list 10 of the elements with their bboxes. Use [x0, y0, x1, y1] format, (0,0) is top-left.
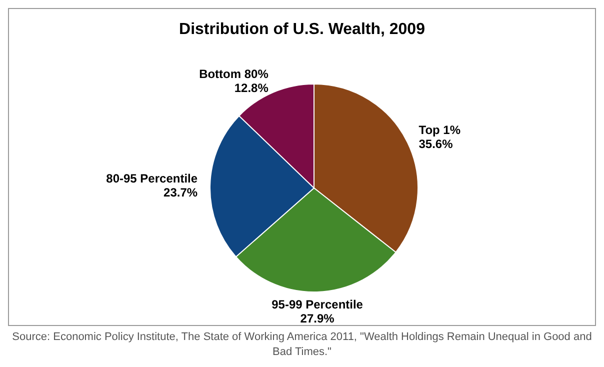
slice-label: Top 1% — [418, 123, 461, 138]
slice-label: Bottom 80% — [199, 66, 269, 81]
data-label: 27.9% — [300, 311, 335, 326]
data-label: 12.8% — [234, 80, 269, 95]
data-label: 23.7% — [164, 185, 198, 200]
slice-label: 80-95 Percentile — [106, 171, 198, 186]
data-label: 35.6% — [418, 137, 454, 152]
chart-title: Distribution of U.S. Wealth, 2009 — [178, 21, 426, 40]
slice-label: 95-99 Percentile — [272, 297, 364, 312]
source-note: Source: Economic Policy Institute, The State of Working America 2011, "Wealth Holdings Remain Unequal in Good and Bad Times." — [11, 330, 593, 360]
